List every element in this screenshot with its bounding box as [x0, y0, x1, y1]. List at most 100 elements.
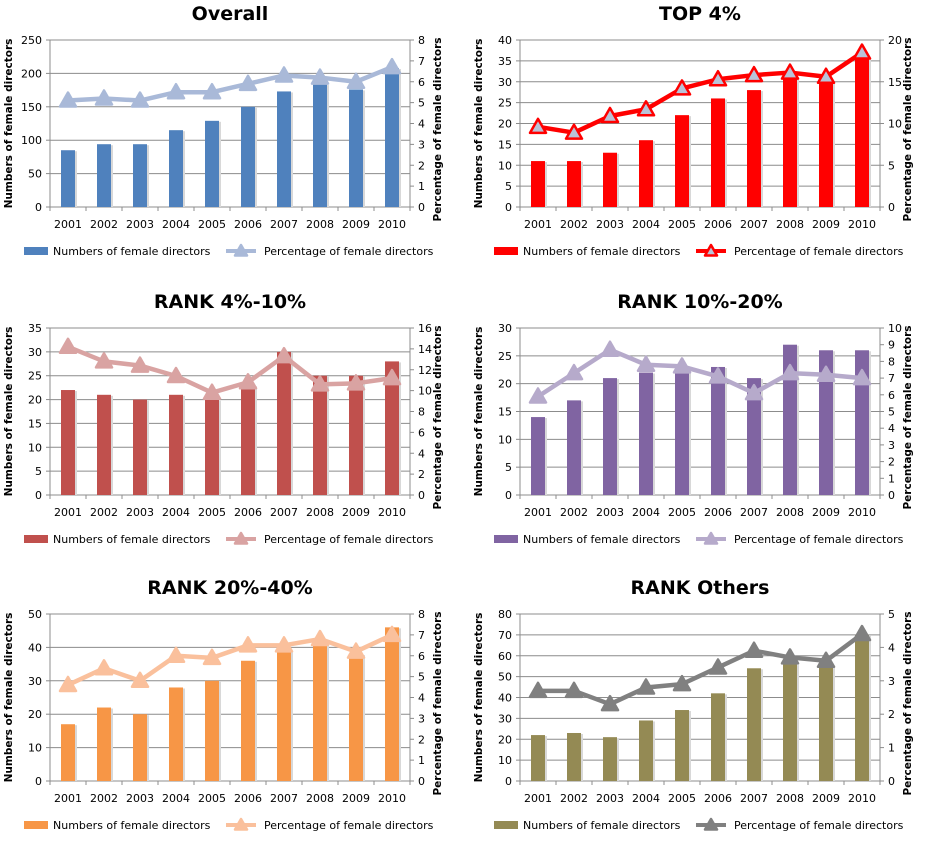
y-tick-label: 30	[498, 322, 512, 335]
line-marker	[636, 100, 656, 117]
line-marker	[382, 625, 402, 643]
legend-label: Percentage of female directors	[734, 533, 904, 546]
y2-tick-label: 3	[888, 675, 895, 688]
chart-svg: RANK 4%-10% 0 5 10 15 20 25 30 35 0 2 4 6 8 10 12 14 16 20…	[3, 291, 444, 546]
y-tick-label: 20	[498, 733, 512, 746]
line-marker	[94, 352, 114, 369]
y-tick-label: 25	[498, 350, 512, 363]
y-tick-label: 200	[21, 67, 42, 80]
y-tick-label: 0	[35, 489, 42, 502]
x-tick-label: 2008	[306, 506, 334, 519]
y-tick-label: 100	[21, 134, 42, 147]
y-tick-label: 5	[35, 465, 42, 478]
y2-tick-label: 0	[418, 489, 425, 502]
legend-marker	[233, 243, 249, 257]
line-marker	[816, 651, 836, 669]
x-tick-label: 2010	[378, 506, 406, 519]
y-tick-label: 250	[21, 34, 42, 47]
bar	[277, 351, 291, 495]
legend-label: Percentage of female directors	[264, 819, 434, 832]
legend-label: Percentage of female directors	[734, 819, 904, 832]
bar	[819, 350, 833, 495]
line-marker	[94, 659, 114, 676]
y2-tick-label: 5	[888, 159, 895, 172]
x-tick-label: 2006	[704, 792, 732, 805]
bar	[675, 115, 689, 207]
bar	[603, 378, 617, 495]
y-tick-label: 40	[28, 641, 42, 654]
x-tick-label: 2002	[560, 792, 588, 805]
x-tick-label: 2001	[524, 506, 552, 519]
bar	[133, 399, 147, 495]
y2-tick-label: 2	[418, 468, 425, 481]
y2-tick-label: 9	[888, 339, 895, 352]
y2-axis-title: Percentage of female directors	[432, 611, 444, 795]
line-marker	[274, 66, 294, 83]
y2-axis-title: Percentage of female directors	[432, 37, 444, 221]
y-tick-label: 0	[505, 775, 512, 788]
bar	[531, 735, 545, 781]
y-tick-label: 30	[28, 675, 42, 688]
line-marker	[672, 79, 692, 96]
y-tick-label: 60	[498, 650, 512, 663]
line-marker	[166, 366, 186, 384]
x-tick-label: 2007	[270, 792, 298, 805]
x-tick-label: 2007	[740, 506, 768, 519]
y-tick-label: 35	[498, 55, 512, 68]
bar	[675, 366, 689, 495]
legend-marker	[703, 531, 719, 545]
line-marker	[346, 72, 366, 89]
line-marker	[310, 629, 330, 647]
y-tick-label: 0	[35, 201, 42, 214]
x-tick-label: 2010	[848, 506, 876, 519]
line-marker	[528, 387, 548, 404]
bar	[783, 344, 797, 495]
bar	[97, 707, 111, 781]
bar	[783, 664, 797, 781]
y-tick-label: 5	[505, 461, 512, 474]
bar	[241, 385, 255, 495]
line-marker	[600, 106, 620, 124]
y-axis-title: Numbers of female directors	[473, 327, 485, 497]
y-tick-label: 0	[35, 775, 42, 788]
line-marker	[708, 367, 728, 384]
x-tick-label: 2002	[560, 218, 588, 231]
chart-rank-20-40: RANK 20%-40% 0 10 20 30 40 50 0 1 2 3 4 5 6 7 8 2001 2002…	[0, 574, 465, 859]
legend-label: Numbers of female directors	[53, 819, 211, 832]
y2-tick-label: 3	[418, 712, 425, 725]
line-series	[538, 632, 864, 707]
bar	[603, 737, 617, 781]
x-tick-label: 2001	[54, 506, 82, 519]
y-tick-label: 20	[498, 118, 512, 131]
y2-tick-label: 8	[888, 355, 895, 368]
bar	[385, 68, 399, 207]
x-tick-label: 2007	[270, 506, 298, 519]
y-tick-label: 15	[28, 417, 42, 430]
x-tick-label: 2006	[704, 218, 732, 231]
bar	[277, 650, 291, 781]
y2-tick-label: 5	[888, 608, 895, 621]
line-marker	[346, 642, 366, 659]
line-marker	[94, 89, 114, 106]
x-tick-label: 2002	[90, 218, 118, 231]
y2-tick-label: 20	[888, 34, 902, 47]
y2-tick-label: 5	[418, 97, 425, 110]
y-tick-label: 15	[498, 138, 512, 151]
x-tick-label: 2008	[776, 218, 804, 231]
line-marker	[274, 346, 294, 364]
chart-top-4: TOP 4% 0 5 10 15 20 25 30 35 40 0 5 10 15 20 2001 2002 20…	[470, 0, 931, 285]
legend-label: Percentage of female directors	[264, 245, 434, 258]
bar	[567, 161, 581, 207]
y-tick-label: 20	[28, 394, 42, 407]
line-marker	[852, 624, 872, 642]
y-tick-label: 20	[28, 708, 42, 721]
bar	[313, 644, 327, 781]
y2-tick-label: 1	[888, 742, 895, 755]
legend-label: Percentage of female directors	[264, 533, 434, 546]
line-marker	[346, 374, 366, 391]
x-tick-label: 2005	[668, 792, 696, 805]
chart-title: RANK 20%-40%	[147, 577, 312, 599]
legend-bar-swatch	[24, 247, 48, 255]
y2-axis-title: Percentage of female directors	[902, 37, 914, 221]
chart-title: RANK 4%-10%	[154, 291, 306, 313]
